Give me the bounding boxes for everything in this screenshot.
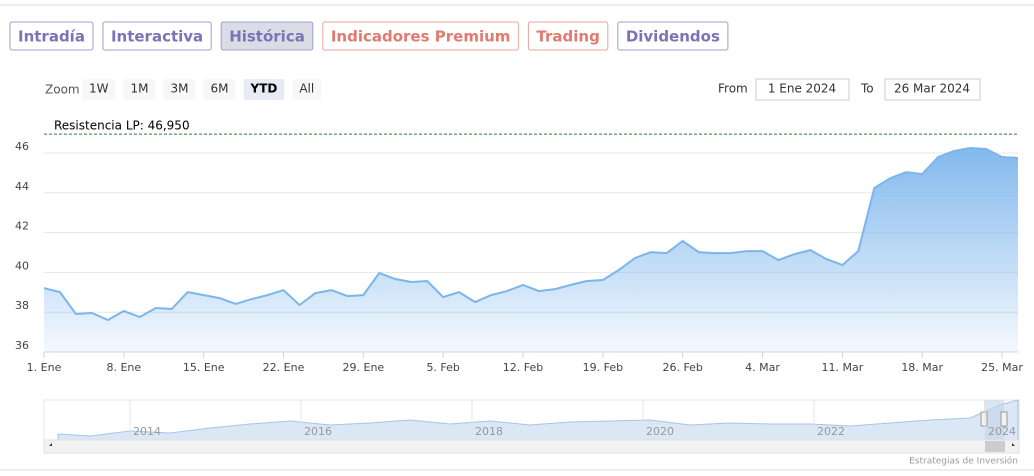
y-tick-label: 36	[15, 339, 29, 352]
area-fill	[44, 148, 1018, 352]
x-tick-label: 5. Feb	[426, 361, 459, 374]
zoom-button-label[interactable]: All	[299, 82, 314, 96]
y-tick-label: 46	[15, 140, 29, 153]
x-tick-label: 26. Feb	[662, 361, 702, 374]
x-tick-label: 12. Feb	[503, 361, 543, 374]
x-tick-label: 22. Ene	[263, 361, 305, 374]
x-tick-label: 19. Feb	[583, 361, 623, 374]
tab-label[interactable]: Indicadores Premium	[331, 28, 511, 46]
zoom-button[interactable]	[82, 79, 116, 100]
x-tick-label: 15. Ene	[183, 361, 225, 374]
zoom-button[interactable]	[163, 79, 196, 100]
to-label: To	[860, 82, 874, 96]
tab[interactable]	[102, 21, 212, 51]
y-tick-label: 40	[15, 259, 29, 272]
tab-label[interactable]: Interactiva	[111, 28, 203, 46]
navigator-label: 2018	[475, 425, 503, 438]
zoom-button[interactable]	[123, 79, 156, 100]
tab-label[interactable]: Dividendos	[626, 28, 720, 46]
zoom-button[interactable]	[243, 79, 285, 100]
zoom-label: Zoom	[45, 83, 80, 97]
x-tick-label: 11. Mar	[821, 361, 863, 374]
tab-label[interactable]: Intradía	[18, 28, 85, 46]
navigator-label: 2020	[646, 425, 674, 438]
x-tick-label: 29. Ene	[343, 361, 385, 374]
zoom-button-label[interactable]: 6M	[211, 82, 229, 96]
tab[interactable]	[220, 21, 314, 51]
navigator-label: 2024	[988, 425, 1016, 438]
x-tick-label: 8. Ene	[106, 361, 141, 374]
navigator[interactable]	[43, 399, 1020, 454]
y-tick-label: 44	[15, 180, 29, 193]
from-label: From	[718, 82, 748, 96]
navigator-label: 2016	[304, 425, 332, 438]
tab[interactable]	[322, 21, 519, 51]
navigator-label: 2022	[817, 425, 845, 438]
from-input[interactable]	[755, 78, 850, 101]
navigator-series	[57, 399, 1019, 441]
scrollbar-thumb[interactable]	[985, 441, 1005, 452]
zoom-button-label[interactable]: 3M	[171, 82, 189, 96]
zoom-button-label[interactable]: YTD	[250, 82, 278, 96]
tab-label[interactable]: Histórica	[229, 28, 305, 46]
zoom-button[interactable]	[203, 79, 236, 100]
navigator-handle[interactable]	[1000, 411, 1008, 427]
zoom-button-label[interactable]: 1W	[89, 82, 109, 96]
x-tick-label: 1. Ene	[27, 361, 62, 374]
to-input[interactable]	[884, 78, 981, 101]
x-tick-label: 25. Mar	[981, 361, 1023, 374]
x-tick-label: 18. Mar	[901, 361, 943, 374]
credit[interactable]: Estrategias de Inversión	[909, 456, 1018, 467]
to-value[interactable]: 26 Mar 2024	[894, 82, 970, 96]
tab-label[interactable]: Trading	[536, 28, 599, 46]
zoom-button[interactable]	[292, 79, 322, 100]
navigator-handle[interactable]	[980, 411, 988, 427]
tab[interactable]	[9, 21, 94, 51]
navigator-label: 2014	[133, 425, 161, 438]
plot-line-label: Resistencia LP: 46,950	[54, 119, 190, 133]
line	[44, 146, 1019, 322]
x-tick-label: 4. Mar	[745, 361, 780, 374]
y-tick-label: 38	[15, 299, 29, 312]
y-tick-label: 42	[15, 220, 29, 233]
navigator-mask	[984, 400, 1004, 440]
from-value[interactable]: 1 Ene 2024	[768, 82, 836, 96]
tab[interactable]	[527, 21, 609, 51]
tab[interactable]	[617, 21, 729, 51]
scrollbar[interactable]	[43, 439, 1020, 454]
zoom-button-label[interactable]: 1M	[131, 82, 149, 96]
